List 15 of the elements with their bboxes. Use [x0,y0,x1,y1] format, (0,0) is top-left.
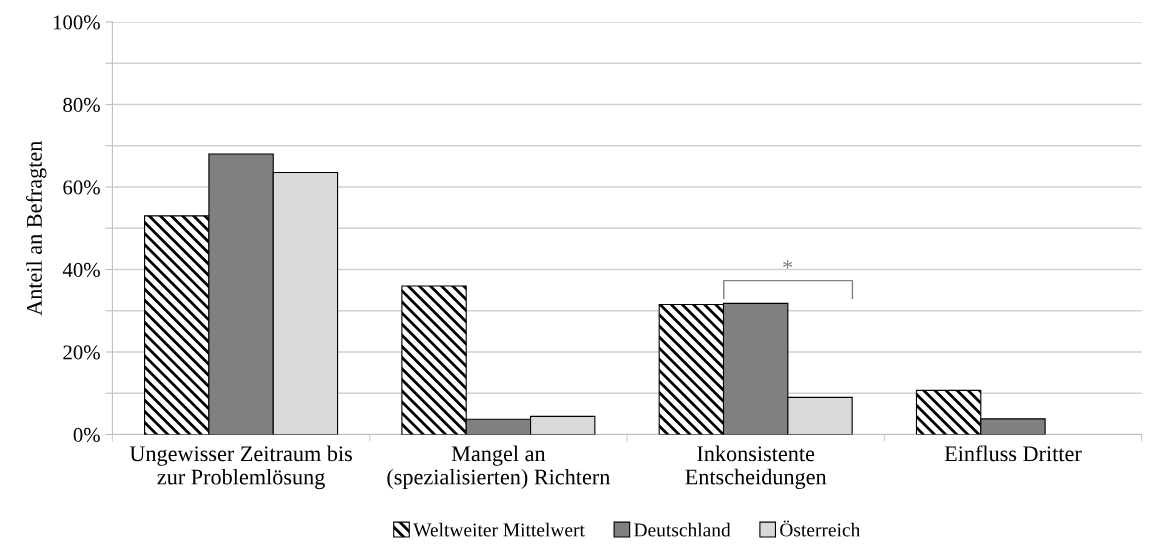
y-tick-label: 80% [63,97,100,112]
legend-label: Österreich [780,520,861,537]
x-tick-label: Einfluss Dritter [944,445,1082,462]
annotation: * [783,260,793,269]
y-tick-label: 100% [53,15,100,30]
legend-label: Weltweiter Mittelwert [413,522,585,537]
y-tick-label: 0% [73,427,100,442]
y-tick-label: 20% [63,345,100,360]
x-tick-label: Inkonsistente Entscheidungen [685,445,827,490]
y-tick-label: 40% [62,262,100,277]
x-tick-label: Mangel an (spezialisierten) Richtern [387,445,611,490]
x-tick-label: Ungewisser Zeitraum bis zur Problemlösung [129,445,352,490]
y-axis-title: Anteil an Befragten [26,140,47,316]
legend-label: Deutschland [634,522,731,537]
y-tick-label: 60% [63,180,100,195]
